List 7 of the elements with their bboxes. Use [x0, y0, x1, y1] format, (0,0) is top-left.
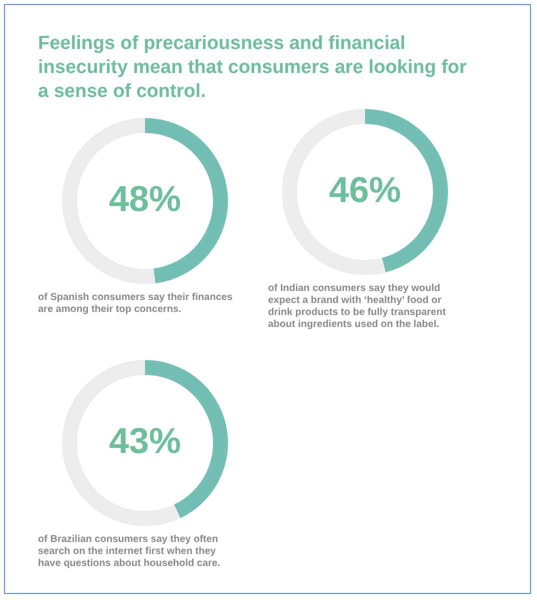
data-label: 43%	[108, 420, 182, 461]
chart-title: Feelings of precariousness and financial insecurity mean that consumers are looking for a sense of control.	[38, 32, 468, 104]
text: of Brazilian consumers say they often search on the internet first when they have questions about household care.	[38, 534, 222, 570]
data-label: 46%	[328, 168, 402, 210]
text: of Indian consumers say they would expect a brand with ‘healthy’ food or drink products to be fully transparent about ingredients used on the label.	[268, 283, 447, 331]
text: of Spanish consumers say their finances are among their top concerns.	[38, 292, 234, 316]
data-label: 48%	[108, 178, 182, 219]
